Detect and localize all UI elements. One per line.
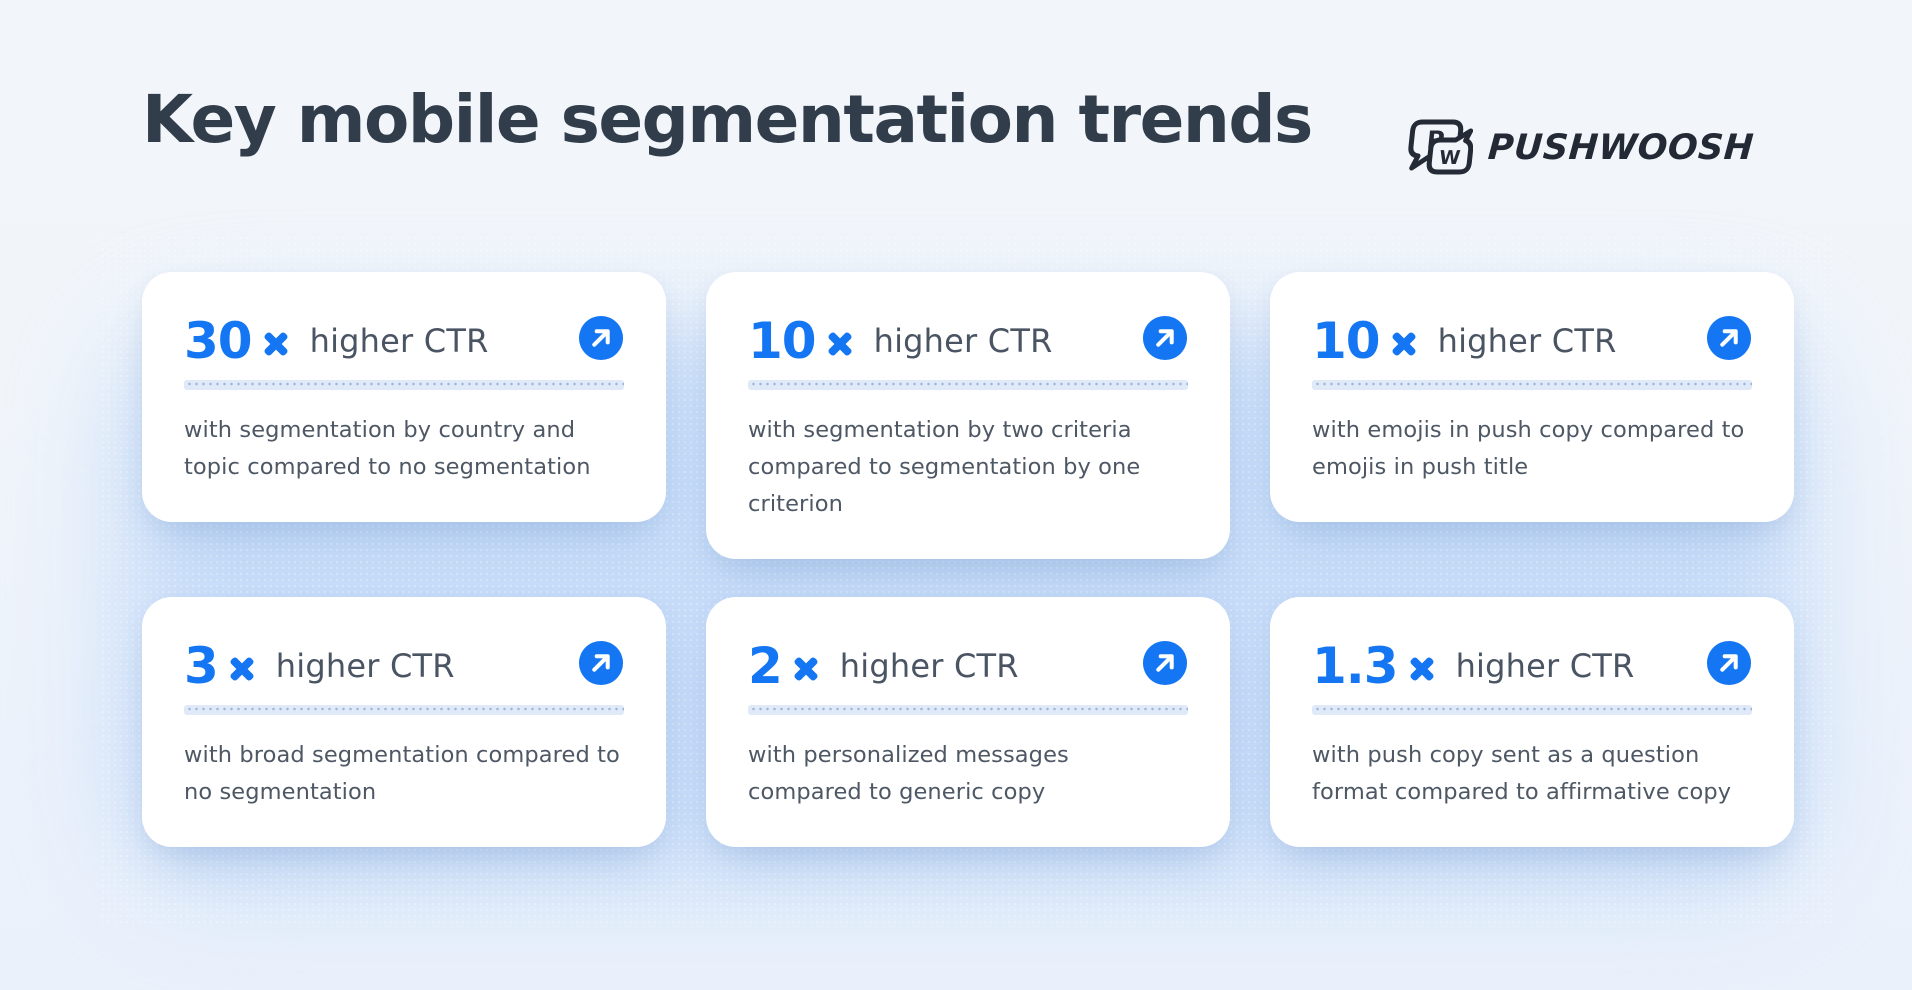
card-description: with push copy sent as a question format… (1312, 742, 1732, 805)
metric-label: higher CTR (839, 647, 1019, 685)
arrow-up-right-icon (578, 315, 624, 361)
metric-label: higher CTR (275, 647, 455, 685)
arrow-up-right-icon (1706, 640, 1752, 686)
card-description: with emojis in push copy compared to emo… (1312, 417, 1745, 480)
stat-card: 10 higher CTR with segmentation by two c… (706, 272, 1230, 559)
metric-label: higher CTR (1437, 322, 1617, 360)
stat-card: 10 higher CTR with emojis in push copy c… (1270, 272, 1794, 522)
dotted-divider (1312, 380, 1752, 390)
dotted-divider (184, 380, 624, 390)
page-title: Key mobile segmentation trends (142, 81, 1313, 158)
arrow-up-right-icon (578, 640, 624, 686)
pushwoosh-speech-bubbles-icon: P W (1408, 119, 1474, 175)
multiplier-value: 2 (748, 637, 783, 695)
multiplier-value: 10 (748, 312, 817, 370)
multiply-icon (1391, 331, 1417, 357)
card-description: with segmentation by country and topic c… (184, 417, 591, 480)
dotted-divider (748, 380, 1188, 390)
stat-card-head: 1.3 higher CTR (1312, 637, 1752, 695)
brand-wordmark: PUSHWOOSH (1486, 128, 1756, 168)
stat-card: 2 higher CTR with personalized messages … (706, 597, 1230, 847)
stat-card-head: 30 higher CTR (184, 312, 624, 370)
pushwoosh-logo: P W PUSHWOOSH (1403, 118, 1756, 178)
multiplier-value: 3 (184, 637, 219, 695)
stat-card-head: 2 higher CTR (748, 637, 1188, 695)
arrow-up-right-icon (1706, 315, 1752, 361)
logo-letter-w: W (1438, 147, 1461, 169)
multiplier-value: 1.3 (1312, 637, 1399, 695)
card-description: with segmentation by two criteria compar… (748, 417, 1141, 517)
multiplier-value: 10 (1312, 312, 1381, 370)
stat-card: 3 higher CTR with broad segmentation com… (142, 597, 666, 847)
card-description: with personalized messages compared to g… (748, 742, 1069, 805)
multiply-icon (793, 656, 819, 682)
dotted-divider (1312, 705, 1752, 715)
multiply-icon (827, 331, 853, 357)
multiply-icon (229, 656, 255, 682)
multiply-icon (1409, 656, 1435, 682)
stats-grid: 30 higher CTR with segmentation by count… (142, 272, 1794, 847)
stat-card-head: 3 higher CTR (184, 637, 624, 695)
dotted-divider (184, 705, 624, 715)
dotted-divider (748, 705, 1188, 715)
multiply-icon (263, 331, 289, 357)
multiplier-value: 30 (184, 312, 253, 370)
stat-card-head: 10 higher CTR (1312, 312, 1752, 370)
stat-card: 30 higher CTR with segmentation by count… (142, 272, 666, 522)
arrow-up-right-icon (1142, 315, 1188, 361)
card-description: with broad segmentation compared to no s… (184, 742, 620, 805)
stat-card: 1.3 higher CTR with push copy sent as a … (1270, 597, 1794, 847)
metric-label: higher CTR (309, 322, 489, 360)
stat-card-head: 10 higher CTR (748, 312, 1188, 370)
metric-label: higher CTR (1455, 647, 1635, 685)
arrow-up-right-icon (1142, 640, 1188, 686)
metric-label: higher CTR (873, 322, 1053, 360)
